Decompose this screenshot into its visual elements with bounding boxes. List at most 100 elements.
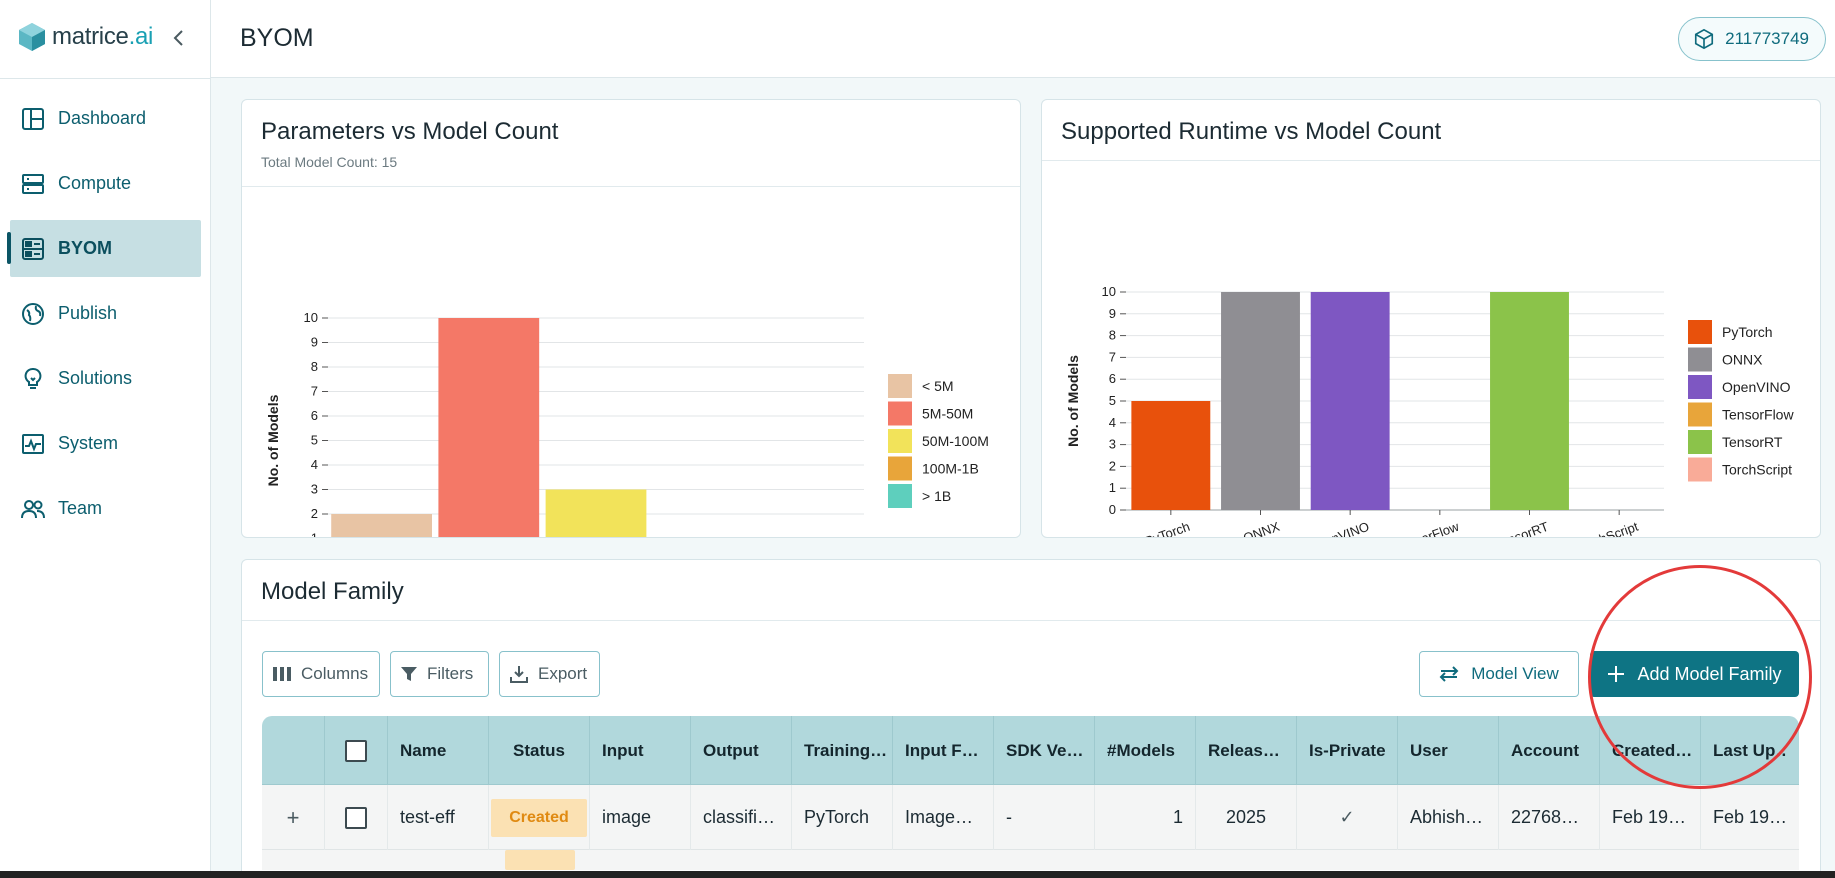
y-tick-label: 7 [1109,349,1116,364]
sidebar-item-label: Publish [58,303,118,323]
team-icon [20,496,46,522]
add-model-family-button[interactable]: Add Model Family [1590,651,1799,697]
legend-label: < 5M [922,378,954,394]
legend-swatch [888,456,912,481]
legend-label: > 1B [922,488,951,504]
select-all-checkbox[interactable] [345,739,367,762]
column-header-account[interactable]: Account [1499,716,1600,785]
card-title: Parameters vs Model Count [261,118,559,145]
export-button[interactable]: Export [499,651,600,697]
cell-created: Feb 19… [1600,785,1701,850]
legend-label: TensorRT [1722,434,1783,450]
y-tick-label: 4 [311,457,318,472]
bar-onnx [1221,292,1300,510]
bar--5m [331,514,432,537]
column-header-input[interactable]: Input [590,716,691,785]
cell-training: PyTorch [792,785,893,850]
columns-icon [273,667,291,681]
sidebar-item-label: Team [58,498,103,518]
column-header-sdk-version[interactable]: SDK Ve… [994,716,1095,785]
column-header-created[interactable]: Created… [1600,716,1701,785]
legend-swatch [1688,347,1712,372]
column-header-last-updated[interactable]: Last Up… [1713,740,1788,760]
cell-status: Created [489,785,590,850]
legend-label: TensorFlow [1722,407,1794,423]
y-tick-label: 9 [311,335,318,350]
legend-swatch [888,401,912,426]
matrice-cube-icon [19,23,45,51]
model-view-button[interactable]: Model View [1419,651,1579,697]
table-row[interactable] [262,850,1799,870]
y-tick-label: 7 [311,384,318,399]
x-tick-label: TensorFlow [1393,519,1461,537]
legend-swatch [888,374,912,398]
total-model-count: Total Model Count: 15 [261,154,398,170]
logo[interactable]: matrice.ai [18,22,153,52]
legend-swatch [1688,375,1712,399]
y-tick-label: 5 [1109,393,1116,408]
x-tick-label: PyTorch [1143,519,1192,537]
y-tick-label: 0 [1109,502,1116,517]
bar-pytorch [1131,401,1211,510]
row-checkbox[interactable] [345,806,367,829]
bar-tensorrt [1490,292,1569,510]
column-header-status[interactable]: Status [489,716,590,785]
sidebar: matrice.ai Dashboard Compute BYOM [0,0,211,878]
filters-label: Filters [427,664,474,683]
account-selector[interactable]: 211773749 [1678,17,1826,61]
y-tick-label: 9 [1109,306,1116,321]
x-tick-label: ONNX [1241,519,1282,537]
byom-icon [20,236,46,262]
column-header-release[interactable]: Releas… [1196,716,1297,785]
legend-label: 50M-100M [922,433,989,449]
plus-icon [1607,665,1625,683]
cell-output: classifi… [691,785,792,850]
legend-label: PyTorch [1722,324,1773,340]
collapse-sidebar-button[interactable] [170,26,188,50]
sidebar-item-compute[interactable]: Compute [10,155,201,212]
cell-account: 22768… [1499,785,1600,850]
y-tick-label: 3 [1109,437,1116,452]
y-axis-title: No. of Models [1065,355,1081,447]
y-tick-label: 1 [1109,480,1116,495]
columns-button[interactable]: Columns [262,651,380,697]
bar-5m-50m [438,318,540,537]
dashboard-icon [20,106,46,132]
select-all-cell [325,716,388,785]
sidebar-item-solutions[interactable]: Solutions [10,350,201,407]
legend-label: 5M-50M [922,406,973,422]
column-header-input-format[interactable]: Input F… [893,716,994,785]
sidebar-item-byom[interactable]: BYOM [7,220,201,277]
column-header-name[interactable]: Name [388,716,489,785]
column-header-training[interactable]: Training… [792,716,893,785]
x-tick-label: OpenVINO [1306,519,1371,537]
server-icon [20,171,46,197]
lightbulb-icon [20,366,46,392]
cell-sdk-version: - [994,785,1095,850]
status-badge: Created [491,798,587,837]
card-divider [1042,160,1820,161]
sidebar-item-team[interactable]: Team [10,480,201,537]
top-header: BYOM 211773749 [211,0,1835,78]
column-header-is-private[interactable]: Is-Private [1297,716,1398,785]
card-title: Model Family [261,578,404,605]
column-header-user[interactable]: User [1398,716,1499,785]
page-title: BYOM [240,24,314,52]
card-divider [242,186,1020,187]
sidebar-item-publish[interactable]: Publish [10,285,201,342]
legend-swatch [1688,457,1712,482]
sidebar-item-label: Compute [58,173,132,193]
system-icon [20,431,46,457]
expand-row-button[interactable]: + [262,785,325,850]
sidebar-item-dashboard[interactable]: Dashboard [10,90,201,147]
sidebar-item-system[interactable]: System [10,415,201,472]
column-header-output[interactable]: Output [691,716,792,785]
column-header-models[interactable]: #Models [1095,716,1196,785]
cell-user: Abhish… [1398,785,1499,850]
sidebar-divider [0,78,211,79]
filters-button[interactable]: Filters [390,651,489,697]
filter-icon [401,666,417,682]
y-axis-title: No. of Models [265,394,281,486]
table-row[interactable]: + test-eff Created image classifi… PyTor… [262,785,1799,850]
